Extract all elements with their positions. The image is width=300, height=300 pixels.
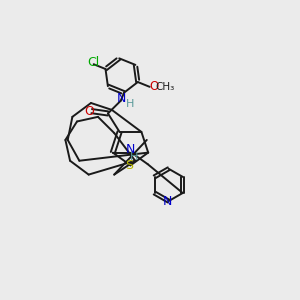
Text: H: H [125,98,134,109]
Text: O: O [149,80,158,93]
Text: Cl: Cl [88,56,100,69]
Text: H: H [130,152,138,162]
Text: N: N [163,195,172,208]
Text: CH₃: CH₃ [155,82,174,92]
Text: S: S [125,159,133,172]
Text: O: O [84,105,94,118]
Text: N: N [126,143,135,156]
Text: N: N [117,92,127,105]
